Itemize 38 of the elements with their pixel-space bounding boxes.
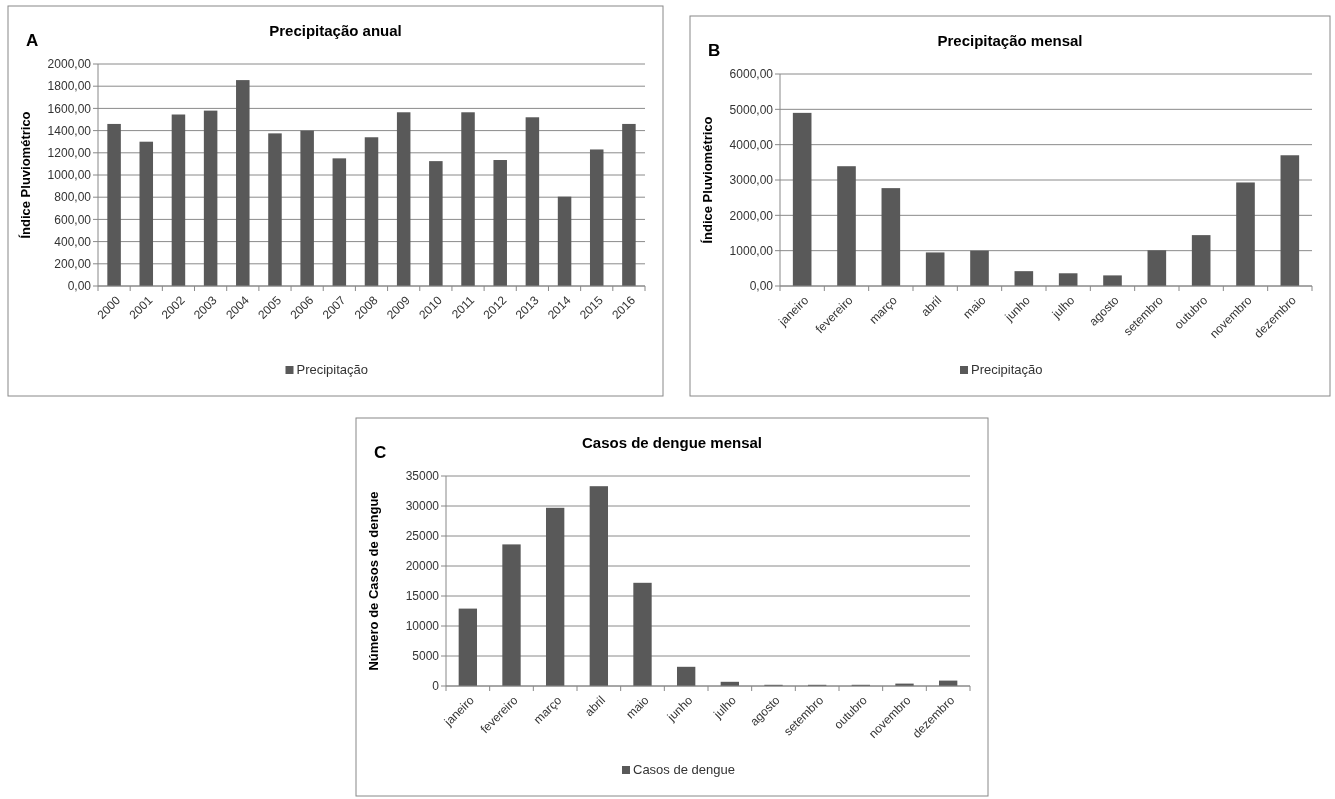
chart-title: Precipitação anual [269,22,402,39]
y-axis-title: Número de Casos de dengue [366,491,381,671]
y-tick-label: 200,00 [54,257,92,271]
y-tick-label: 20000 [405,559,440,574]
y-tick-label: 1600,00 [47,101,92,116]
y-tick-label: 5000 [412,649,440,664]
y-tick-label: 25000 [405,529,440,544]
y-tick-label: 3000,00 [729,173,774,188]
y-tick-label: 0,00 [749,279,774,294]
text: C [374,443,387,462]
y-tick-label: 0 [432,679,440,694]
y-tick-label: 2000,00 [47,57,92,72]
y-tick-label: 1200,00 [47,146,92,160]
y-tick-label: 800,00 [54,190,92,205]
text: B [708,41,721,60]
y-tick-label: 2000,00 [729,208,774,223]
chart-title: Casos de dengue mensal [581,434,763,451]
y-tick-label: 1000,00 [47,168,92,183]
legend-label: Precipitação [971,362,1043,377]
y-tick-label: 10000 [405,619,440,634]
y-tick-label: 1400,00 [47,123,92,138]
y-tick-label: 400,00 [54,234,92,249]
chart-title: Precipitação mensal [937,32,1083,49]
y-tick-label: 15000 [405,589,440,604]
legend-label: Casos de dengue [633,762,735,777]
y-tick-label: 1800,00 [47,79,92,94]
legend-label: Precipitação [296,362,369,377]
y-axis-title: Índice Pluviométrico [18,111,33,239]
y-tick-label: 30000 [405,499,440,514]
y-tick-label: 5000,00 [729,102,774,117]
y-tick-label: 4000,00 [729,137,774,152]
y-axis-title: Índice Pluviométrico [700,116,715,244]
text: A [26,31,39,50]
y-tick-label: 1000,00 [729,243,774,258]
y-tick-label: 6000,00 [729,67,774,82]
y-tick-label: 35000 [405,469,440,484]
y-tick-label: 0,00 [67,279,92,294]
y-tick-label: 600,00 [54,212,92,227]
